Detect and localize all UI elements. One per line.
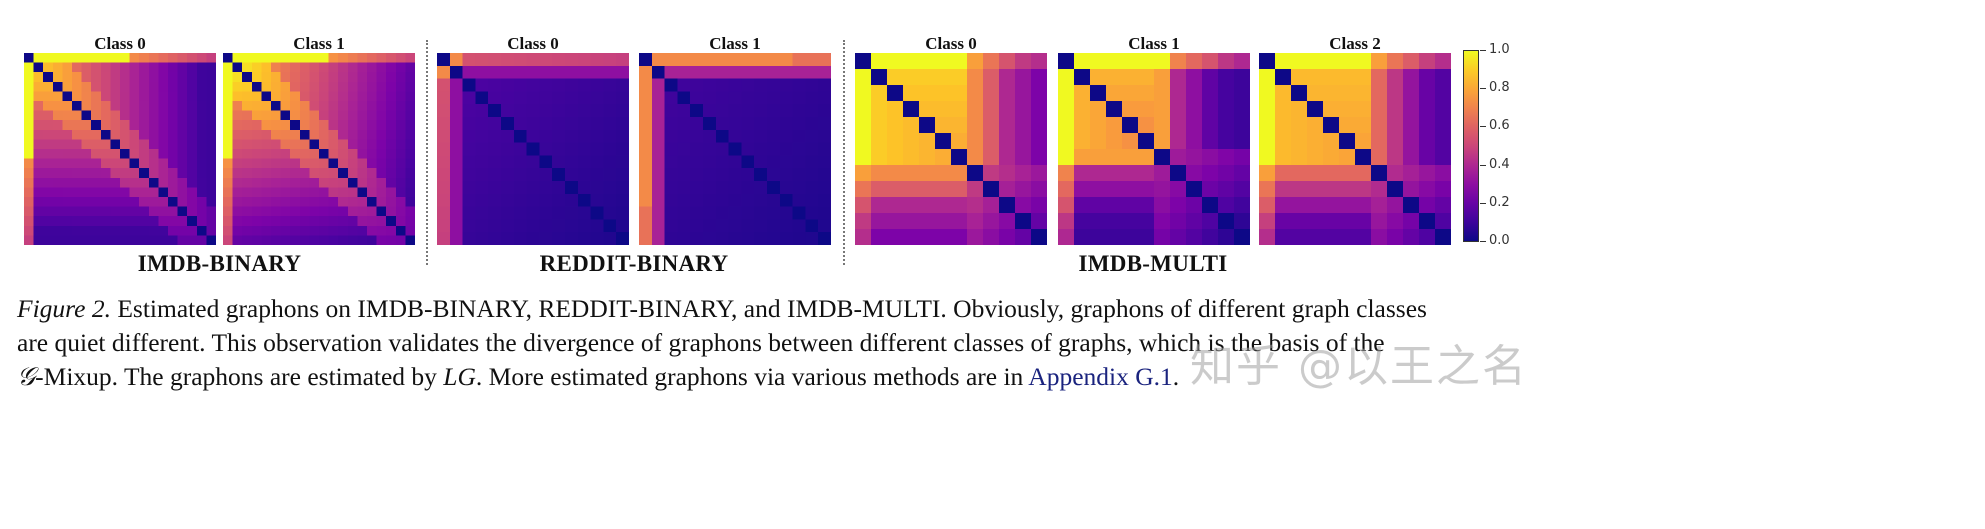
- colorbar-tick-label: 0.8: [1489, 80, 1510, 96]
- caption-end: .: [1172, 362, 1180, 391]
- caption-line-3: -Mixup. The graphons are estimated by: [35, 362, 444, 391]
- panel-title-reddit-binary-class0: Class 0: [507, 34, 559, 53]
- panel-title-imdb-binary-class1: Class 1: [293, 34, 345, 53]
- colorbar-tick: [1480, 164, 1486, 166]
- dataset-label-imdb-multi: IMDB-MULTI: [1078, 251, 1228, 276]
- figure-caption: Figure 2. Estimated graphons on IMDB-BIN…: [17, 292, 1977, 394]
- heatmap-imdb-multi-class1: [1058, 53, 1250, 245]
- panel-title-imdb-binary-class0: Class 0: [94, 34, 146, 53]
- colorbar-tick: [1480, 88, 1486, 90]
- separator-dotted: [426, 40, 428, 265]
- colorbar-tick: [1480, 126, 1486, 128]
- panel-title-reddit-binary-class1: Class 1: [709, 34, 761, 53]
- colorbar-tick: [1480, 202, 1486, 204]
- panel-title-imdb-multi-class2: Class 2: [1329, 34, 1381, 53]
- watermark: 知乎 @以王之名: [1190, 341, 1528, 392]
- panel-title-imdb-multi-class1: Class 1: [1128, 34, 1180, 53]
- colorbar-tick-label: 0.2: [1489, 194, 1510, 210]
- colorbar-tick-label: 0.6: [1489, 118, 1510, 134]
- caption-line-2: are quiet different. This observation va…: [17, 328, 1385, 357]
- colorbar-tick: [1480, 50, 1486, 51]
- colorbar-tick-label: 0.4: [1489, 156, 1510, 172]
- colorbar-tick-label: 0.0: [1489, 233, 1510, 248]
- caption-lg: LG: [443, 362, 476, 391]
- appendix-link[interactable]: Appendix G.1: [1028, 362, 1173, 391]
- colorbar-tick-label: 1.0: [1489, 42, 1510, 57]
- heatmap-imdb-multi-class0: [855, 53, 1047, 245]
- dataset-label-reddit-binary: REDDIT-BINARY: [539, 251, 729, 276]
- colorbar-tick: [1480, 241, 1486, 242]
- figure-label: Figure 2.: [17, 294, 111, 323]
- heatmap-reddit-binary-class0: [437, 53, 629, 245]
- caption-symbol-g: 𝒢: [17, 362, 36, 391]
- heatmap-imdb-multi-class2: [1259, 53, 1451, 245]
- colorbar: [1463, 50, 1479, 242]
- dataset-label-imdb-binary: IMDB-BINARY: [137, 251, 302, 276]
- heatmap-imdb-binary-class1: [223, 53, 415, 245]
- caption-line-1: Estimated graphons on IMDB-BINARY, REDDI…: [117, 294, 1427, 323]
- caption-tail: . More estimated graphons via various me…: [475, 362, 1029, 391]
- separator-dotted: [843, 40, 845, 265]
- heatmap-reddit-binary-class1: [639, 53, 831, 245]
- panel-title-imdb-multi-class0: Class 0: [925, 34, 977, 53]
- heatmap-imdb-binary-class0: [24, 53, 216, 245]
